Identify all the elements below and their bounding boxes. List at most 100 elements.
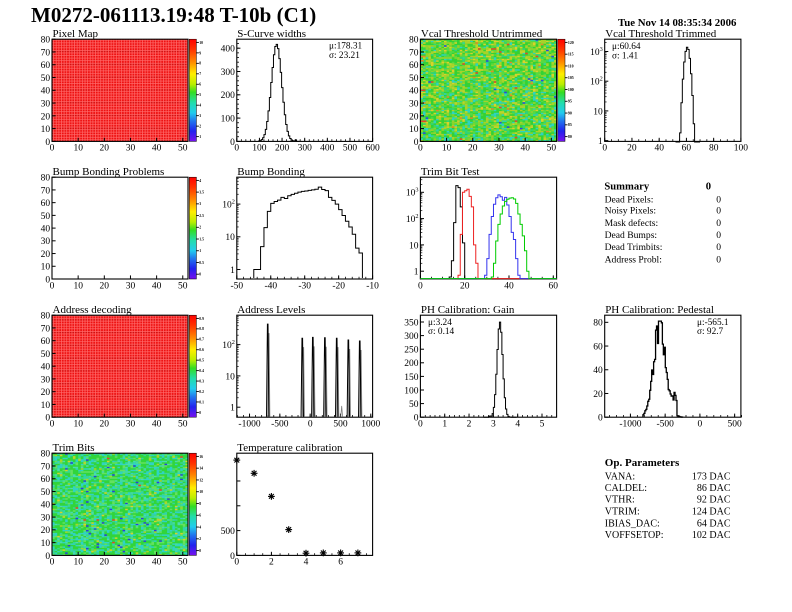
svg-text:0: 0 xyxy=(716,218,721,229)
svg-text:100: 100 xyxy=(221,115,236,125)
svg-text:VOFFSETOP:: VOFFSETOP: xyxy=(605,530,664,541)
svg-text:40: 40 xyxy=(152,144,162,154)
svg-text:0.1: 0.1 xyxy=(199,400,204,404)
svg-text:0: 0 xyxy=(418,281,423,291)
svg-text:102: 102 xyxy=(406,213,419,225)
svg-text:40: 40 xyxy=(654,144,664,154)
svg-text:PH Calibration: Pedestal: PH Calibration: Pedestal xyxy=(605,304,714,316)
svg-text:40: 40 xyxy=(41,225,51,235)
svg-text:0: 0 xyxy=(602,144,607,154)
svg-text:20: 20 xyxy=(41,112,51,122)
svg-text:0: 0 xyxy=(199,549,201,553)
svg-text:0: 0 xyxy=(716,195,721,206)
svg-text:80: 80 xyxy=(41,450,51,460)
svg-text:100: 100 xyxy=(404,386,419,396)
svg-text:3: 3 xyxy=(491,420,496,430)
svg-text:300: 300 xyxy=(298,144,313,154)
svg-text:VANA:: VANA: xyxy=(605,471,635,482)
svg-text:500: 500 xyxy=(343,144,358,154)
svg-text:0: 0 xyxy=(234,144,239,154)
svg-text:-1000: -1000 xyxy=(238,420,260,430)
svg-text:50: 50 xyxy=(178,281,188,291)
svg-text:150: 150 xyxy=(404,373,419,383)
svg-text:0.9: 0.9 xyxy=(199,317,204,321)
svg-text:500: 500 xyxy=(727,420,742,430)
svg-text:Dead Pixels:: Dead Pixels: xyxy=(605,195,654,206)
svg-text:PH Calibration: Gain: PH Calibration: Gain xyxy=(421,304,515,316)
svg-text:μ:-565.1: μ:-565.1 xyxy=(697,318,729,328)
svg-text:μ:3.24: μ:3.24 xyxy=(428,318,452,328)
svg-text:Trim Bit Test: Trim Bit Test xyxy=(421,166,480,178)
svg-text:Bump Bonding: Bump Bonding xyxy=(237,166,305,178)
svg-text:100: 100 xyxy=(568,88,574,92)
svg-text:Trim Bits: Trim Bits xyxy=(53,442,95,454)
svg-text:40: 40 xyxy=(41,501,51,511)
svg-text:103: 103 xyxy=(590,46,603,58)
svg-text:Address Levels: Address Levels xyxy=(237,304,305,316)
svg-text:10: 10 xyxy=(199,490,203,494)
svg-text:10: 10 xyxy=(593,107,603,117)
svg-text:85: 85 xyxy=(568,123,572,127)
svg-text:70: 70 xyxy=(409,48,419,58)
svg-text:102: 102 xyxy=(222,339,235,351)
svg-text:M0272-061113.19:48 T-10b (C1): M0272-061113.19:48 T-10b (C1) xyxy=(31,3,316,27)
svg-text:60: 60 xyxy=(41,475,51,485)
svg-text:60: 60 xyxy=(409,61,419,71)
svg-text:S-Curve widths: S-Curve widths xyxy=(237,28,306,40)
svg-text:30: 30 xyxy=(41,514,51,524)
svg-text:4: 4 xyxy=(304,558,309,568)
svg-text:30: 30 xyxy=(126,281,136,291)
svg-text:10: 10 xyxy=(73,420,83,430)
svg-text:10: 10 xyxy=(73,144,83,154)
svg-text:120: 120 xyxy=(568,41,574,45)
svg-text:0: 0 xyxy=(230,138,235,148)
svg-text:1: 1 xyxy=(199,135,201,139)
svg-text:102: 102 xyxy=(222,199,235,211)
svg-text:400: 400 xyxy=(320,144,335,154)
svg-text:0: 0 xyxy=(45,552,50,562)
svg-text:100: 100 xyxy=(252,144,267,154)
svg-text:σ: 92.7: σ: 92.7 xyxy=(697,327,724,337)
svg-text:92 DAC: 92 DAC xyxy=(697,495,731,506)
svg-text:10: 10 xyxy=(73,558,83,568)
svg-text:20: 20 xyxy=(100,558,110,568)
svg-text:60: 60 xyxy=(41,337,51,347)
svg-text:40: 40 xyxy=(41,87,51,97)
svg-text:0: 0 xyxy=(50,281,55,291)
svg-text:20: 20 xyxy=(627,144,637,154)
svg-text:80: 80 xyxy=(568,135,572,139)
svg-text:40: 40 xyxy=(152,558,162,568)
svg-text:Summary: Summary xyxy=(604,182,649,193)
svg-text:200: 200 xyxy=(275,144,290,154)
svg-text:124 DAC: 124 DAC xyxy=(692,506,731,517)
svg-text:30: 30 xyxy=(126,558,136,568)
svg-text:10: 10 xyxy=(41,125,51,135)
svg-text:4: 4 xyxy=(515,420,520,430)
svg-text:50: 50 xyxy=(178,144,188,154)
svg-text:-10: -10 xyxy=(366,281,379,291)
svg-text:1: 1 xyxy=(230,404,235,414)
svg-text:2: 2 xyxy=(199,125,201,129)
svg-text:10: 10 xyxy=(41,263,51,273)
svg-text:1: 1 xyxy=(199,249,201,253)
svg-text:Vcal Threshold Untrimmed: Vcal Threshold Untrimmed xyxy=(421,28,543,40)
svg-text:20: 20 xyxy=(100,420,110,430)
svg-text:40: 40 xyxy=(41,363,51,373)
svg-text:Mask defects:: Mask defects: xyxy=(605,218,659,229)
svg-text:50: 50 xyxy=(409,400,419,410)
svg-text:Temperature calibration: Temperature calibration xyxy=(237,442,343,454)
svg-text:4: 4 xyxy=(199,104,201,108)
svg-text:16: 16 xyxy=(199,455,203,459)
svg-text:10: 10 xyxy=(73,281,83,291)
svg-text:30: 30 xyxy=(409,100,419,110)
svg-text:30: 30 xyxy=(126,420,136,430)
svg-text:0: 0 xyxy=(199,411,201,415)
svg-text:CALDEL:: CALDEL: xyxy=(605,483,647,494)
svg-text:5: 5 xyxy=(199,93,201,97)
svg-text:20: 20 xyxy=(41,526,51,536)
svg-text:80: 80 xyxy=(41,36,51,46)
svg-text:2: 2 xyxy=(199,537,201,541)
svg-text:-30: -30 xyxy=(298,281,311,291)
svg-text:4: 4 xyxy=(199,525,201,529)
svg-text:2: 2 xyxy=(199,226,201,230)
